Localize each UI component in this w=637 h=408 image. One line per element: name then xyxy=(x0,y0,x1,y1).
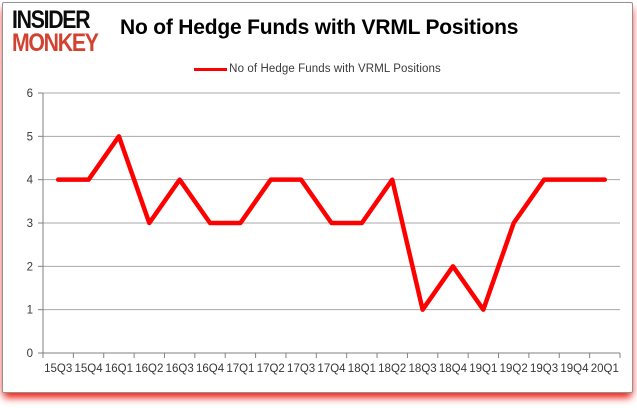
series-line xyxy=(55,134,608,312)
x-axis-tick-label: 16Q2 xyxy=(135,363,163,375)
logo-line-monkey: MONKEY xyxy=(12,28,99,57)
x-axis-tick-label: 17Q2 xyxy=(257,363,285,375)
x-axis-tick-label: 16Q3 xyxy=(166,363,194,375)
y-axis-tick-label: 1 xyxy=(27,305,33,317)
legend-label: No of Hedge Funds with VRML Positions xyxy=(229,63,441,75)
x-axis-tick-label: 18Q4 xyxy=(439,363,468,375)
legend-line-swatch xyxy=(194,67,228,71)
x-axis-tick-label: 19Q2 xyxy=(500,363,528,375)
x-axis-tick-label: 19Q4 xyxy=(560,363,589,375)
y-axis-tick-label: 3 xyxy=(27,218,33,230)
x-axis-tick-label: 20Q1 xyxy=(591,363,619,375)
x-axis-tick-label: 18Q3 xyxy=(409,363,437,375)
y-axis-tick-label: 6 xyxy=(27,88,33,100)
y-axis-tick-label: 2 xyxy=(27,261,33,273)
x-axis-tick-label: 19Q3 xyxy=(530,363,558,375)
x-axis-tick-label: 19Q1 xyxy=(469,363,497,375)
chart-card: INSIDER MONKEY No of Hedge Funds with VR… xyxy=(2,2,633,393)
x-axis-tick-label: 16Q4 xyxy=(196,363,225,375)
y-axis-tick-label: 0 xyxy=(27,348,33,360)
insider-monkey-logo: INSIDER MONKEY xyxy=(12,6,99,57)
x-axis-tick-label: 18Q2 xyxy=(378,363,406,375)
logo-line-insider: INSIDER xyxy=(12,6,91,34)
y-axis-tick-label: 4 xyxy=(27,175,34,187)
y-axis-tick-label: 5 xyxy=(27,131,33,143)
chart-legend: No of Hedge Funds with VRML Positions xyxy=(3,61,632,77)
x-axis-tick-label: 17Q4 xyxy=(317,363,346,375)
x-axis-tick-label: 17Q1 xyxy=(226,363,254,375)
x-axis-tick-label: 15Q3 xyxy=(44,363,72,375)
x-axis-tick-label: 16Q1 xyxy=(105,363,133,375)
chart-title: No of Hedge Funds with VRML Positions xyxy=(120,16,519,39)
x-axis-tick-label: 17Q3 xyxy=(287,363,315,375)
x-axis-tick-label: 15Q4 xyxy=(74,363,103,375)
x-axis-tick-label: 18Q1 xyxy=(348,363,376,375)
